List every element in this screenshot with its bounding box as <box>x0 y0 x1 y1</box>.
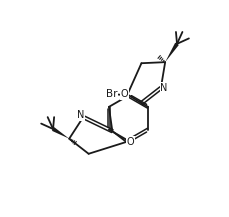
Text: N: N <box>77 110 84 120</box>
Text: O: O <box>120 89 128 99</box>
Text: N: N <box>160 83 168 93</box>
Text: O: O <box>126 137 134 147</box>
Polygon shape <box>52 127 69 139</box>
Polygon shape <box>165 43 179 62</box>
Text: Br: Br <box>106 89 117 99</box>
